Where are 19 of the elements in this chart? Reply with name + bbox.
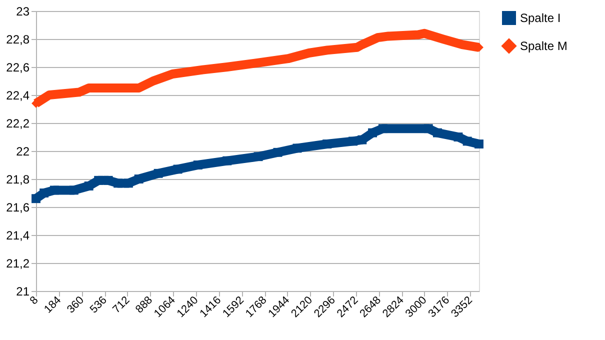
x-tick-label: 8 [28,294,41,308]
y-tick-label: 21,8 [6,172,30,186]
x-tick-label: 536 [88,294,110,316]
y-tick-label: 23 [16,4,30,18]
x-tick-label: 712 [110,294,132,316]
y-tick-label: 22,6 [6,60,30,74]
x-tick-label: 888 [134,294,155,316]
y-tick-label: 21,4 [6,228,30,242]
y-tick-label: 22 [16,144,30,158]
y-tick-label: 22,4 [6,88,30,102]
y-tick-label: 21,2 [6,256,30,270]
y-tick-label: 21,6 [6,200,30,214]
legend-label: Spalte M [520,39,568,53]
legend-label: Spalte I [520,11,561,25]
y-tick-label: 22,2 [6,116,30,130]
y-tick-label: 22,8 [6,32,30,46]
y-tick-label: 21 [16,284,30,298]
x-tick-label: 360 [64,294,86,316]
x-tick-label: 184 [42,294,64,316]
